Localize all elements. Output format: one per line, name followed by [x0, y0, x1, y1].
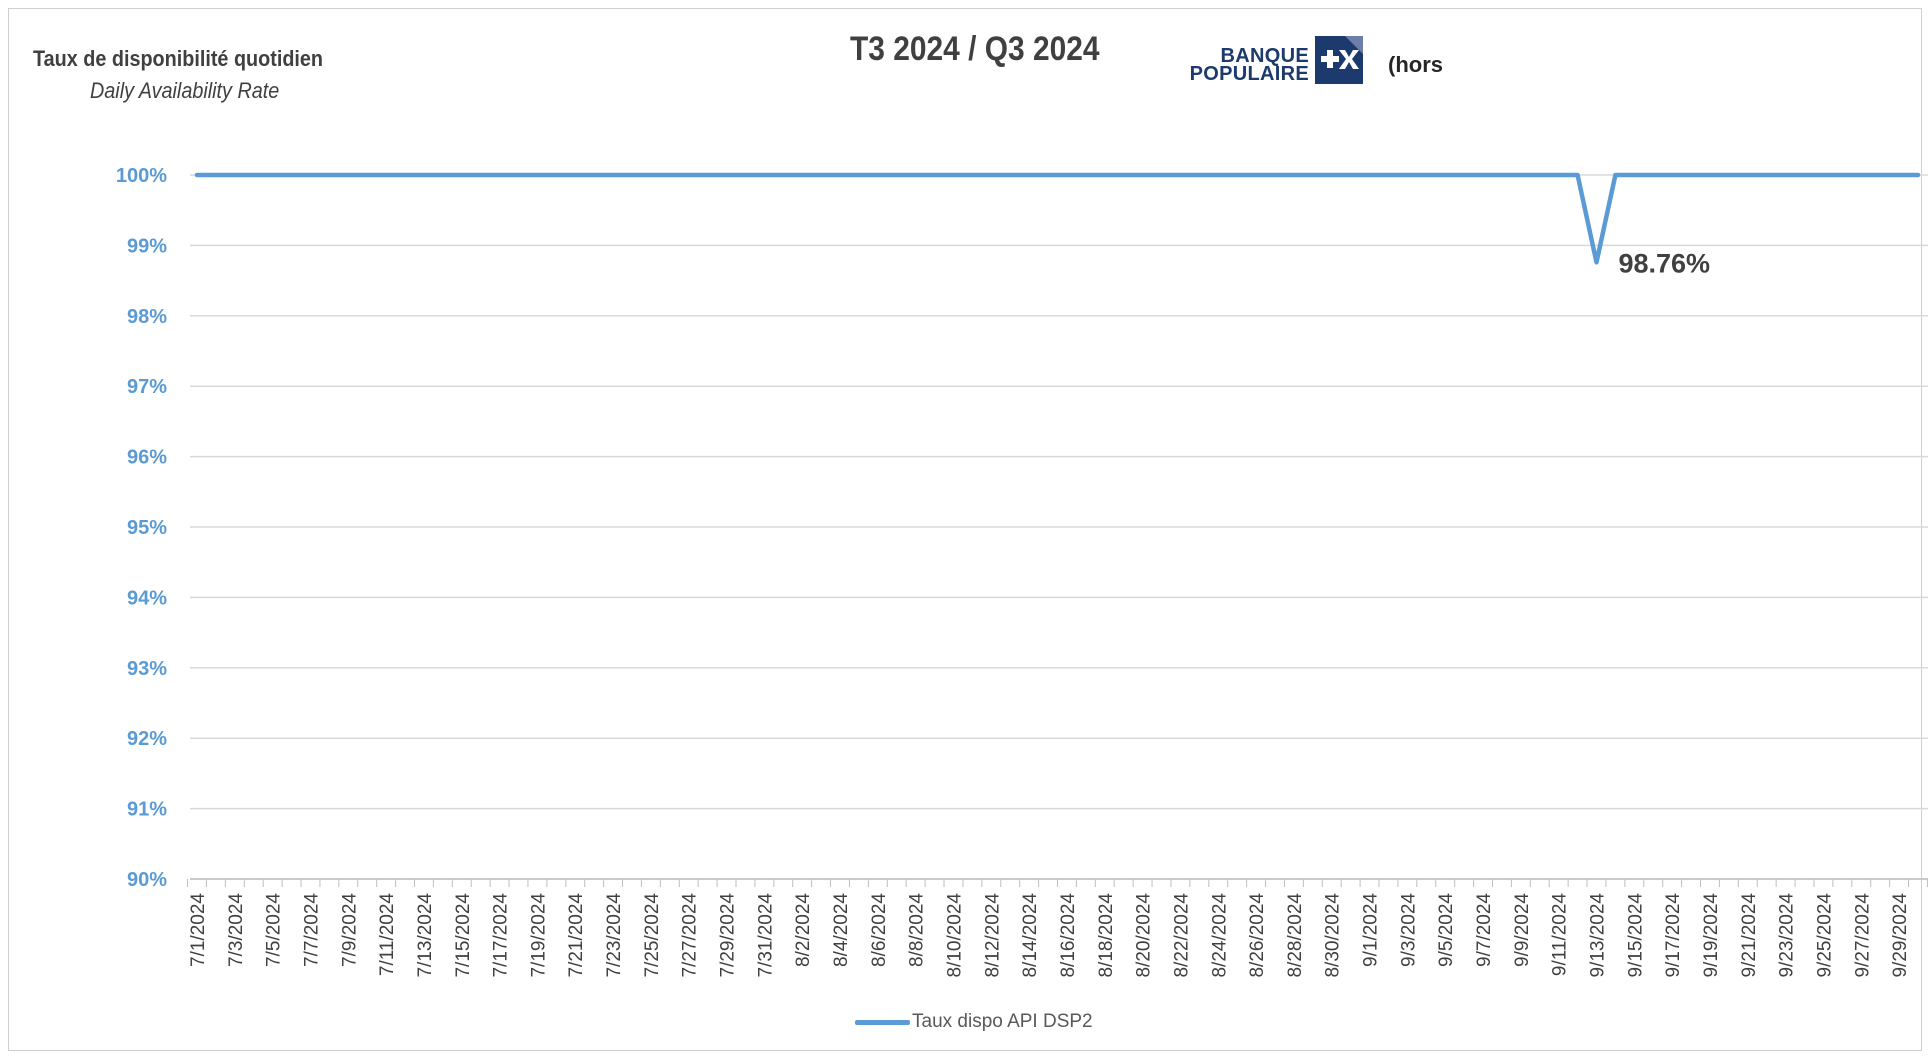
data-label: 98.76% — [1618, 248, 1710, 278]
x-tick-label: 7/29/2024 — [718, 893, 739, 978]
x-tick-label: 8/8/2024 — [907, 893, 928, 967]
x-tick-label: 9/13/2024 — [1587, 893, 1608, 978]
legend-swatch — [855, 1020, 910, 1025]
legend: Taux dispo API DSP2 — [855, 1011, 1093, 1033]
x-tick-label: 8/24/2024 — [1209, 893, 1230, 978]
x-tick-label: 9/5/2024 — [1436, 893, 1457, 967]
y-tick-label: 100% — [116, 165, 167, 187]
x-tick-label: 9/19/2024 — [1701, 893, 1722, 978]
y-tick-label: 91% — [127, 799, 167, 821]
x-tick-label: 8/4/2024 — [831, 893, 852, 967]
x-tick-label: 8/2/2024 — [793, 893, 814, 967]
x-tick-label: 9/21/2024 — [1739, 893, 1760, 978]
x-tick-label: 9/7/2024 — [1474, 893, 1495, 967]
y-tick-label: 96% — [127, 447, 167, 469]
x-tick-label: 9/1/2024 — [1361, 893, 1382, 967]
y-tick-label: 90% — [127, 869, 167, 891]
x-tick-label: 9/3/2024 — [1398, 893, 1419, 967]
y-tick-label: 93% — [127, 658, 167, 680]
x-tick-label: 8/14/2024 — [1020, 893, 1041, 978]
x-tick-label: 7/17/2024 — [491, 893, 512, 978]
gridlines — [190, 175, 1928, 879]
x-tick-label: 7/31/2024 — [755, 893, 776, 978]
x-tick-label: 9/29/2024 — [1890, 893, 1911, 978]
x-tick-label: 7/27/2024 — [680, 893, 701, 978]
x-axis: 7/1/2024 7/3/2024 7/5/2024 7/7/2024 7/9/2024… — [188, 879, 1928, 978]
x-tick-label: 9/17/2024 — [1663, 893, 1684, 978]
x-tick-label: 9/27/2024 — [1852, 893, 1873, 978]
x-tick-label: 7/23/2024 — [604, 893, 625, 978]
x-tick-label: 8/22/2024 — [1171, 893, 1192, 978]
x-tick-label: 9/11/2024 — [1550, 893, 1571, 977]
x-tick-label: 7/19/2024 — [528, 893, 549, 978]
legend-label: Taux dispo API DSP2 — [912, 1011, 1093, 1033]
x-tick-label: 8/18/2024 — [1096, 893, 1117, 978]
x-tick-label: 8/6/2024 — [869, 893, 890, 967]
x-tick-label: 7/9/2024 — [339, 893, 360, 967]
x-tick-label: 8/16/2024 — [1058, 893, 1079, 978]
x-tick-label: 7/3/2024 — [226, 893, 247, 967]
x-tick-label: 8/20/2024 — [1134, 893, 1155, 978]
x-tick-label: 8/30/2024 — [1323, 893, 1344, 978]
x-tick-label: 7/1/2024 — [188, 893, 209, 967]
y-tick-label: 99% — [127, 235, 167, 257]
x-tick-label: 7/5/2024 — [264, 893, 285, 967]
x-tick-label: 7/13/2024 — [415, 893, 436, 978]
y-axis: 90% 91% 92% 93% 94% 95% 96% 97% 98% 99% 100% — [116, 165, 167, 891]
x-tick-label: 9/15/2024 — [1625, 893, 1646, 978]
x-tick-label: 9/9/2024 — [1512, 893, 1533, 967]
x-tick-label: 9/23/2024 — [1777, 893, 1798, 978]
x-tick-label: 7/15/2024 — [453, 893, 474, 978]
y-tick-label: 95% — [127, 517, 167, 539]
annotations: 98.76% — [1618, 248, 1710, 278]
x-tick-label: 9/25/2024 — [1814, 893, 1835, 978]
y-tick-label: 94% — [127, 587, 167, 609]
x-tick-label: 8/10/2024 — [944, 893, 965, 978]
x-tick-label: 8/26/2024 — [1247, 893, 1268, 978]
y-tick-label: 98% — [127, 306, 167, 328]
x-tick-label: 7/7/2024 — [301, 893, 322, 967]
x-tick-label: 8/28/2024 — [1285, 893, 1306, 978]
y-tick-label: 92% — [127, 728, 167, 750]
x-tick-label: 7/21/2024 — [566, 893, 587, 978]
x-tick-label: 7/25/2024 — [642, 893, 663, 978]
x-tick-label: 8/12/2024 — [982, 893, 1003, 978]
y-tick-label: 97% — [127, 376, 167, 398]
x-tick-label: 7/11/2024 — [377, 893, 398, 977]
